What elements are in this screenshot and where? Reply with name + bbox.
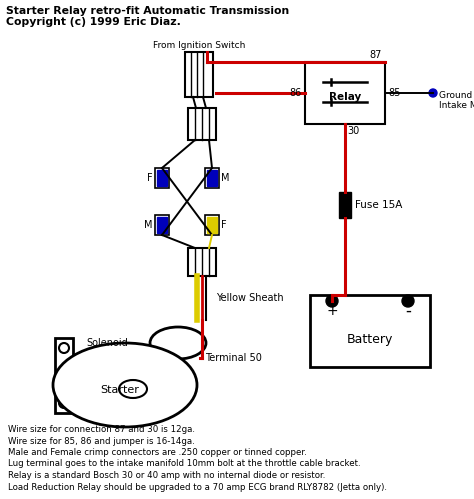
Text: F: F xyxy=(221,220,227,230)
Bar xyxy=(157,217,167,233)
Text: Wire size for 85, 86 and jumper is 16-14ga.: Wire size for 85, 86 and jumper is 16-14… xyxy=(8,437,195,446)
Text: Relay: Relay xyxy=(329,92,361,102)
Text: From Ignition Switch: From Ignition Switch xyxy=(153,41,245,50)
Text: Wire size for connection 87 and 30 is 12ga.: Wire size for connection 87 and 30 is 12… xyxy=(8,425,195,434)
Text: Male and Female crimp connectors are .250 copper or tinned copper.: Male and Female crimp connectors are .25… xyxy=(8,448,307,457)
Circle shape xyxy=(402,295,414,307)
Text: Terminal 50: Terminal 50 xyxy=(205,353,262,363)
Text: Load Reduction Relay should be upgraded to a 70 amp ECG brand RLY8782 (Jetta onl: Load Reduction Relay should be upgraded … xyxy=(8,483,387,492)
Text: Starter Relay retro-fit Automatic Transmission: Starter Relay retro-fit Automatic Transm… xyxy=(6,6,289,16)
Text: 86: 86 xyxy=(290,88,302,98)
Bar xyxy=(188,248,216,276)
Text: 87: 87 xyxy=(370,50,382,60)
Bar xyxy=(205,168,219,188)
Text: Battery: Battery xyxy=(347,332,393,345)
Text: Lug terminal goes to the intake manifold 10mm bolt at the throttle cable bracket: Lug terminal goes to the intake manifold… xyxy=(8,460,361,469)
Text: Solenoid: Solenoid xyxy=(86,338,128,348)
Bar xyxy=(157,170,167,186)
Text: M: M xyxy=(221,173,229,183)
Bar xyxy=(207,170,217,186)
Text: 85: 85 xyxy=(388,88,401,98)
Bar xyxy=(305,62,385,124)
Text: +: + xyxy=(326,304,338,318)
Text: Yellow Sheath: Yellow Sheath xyxy=(216,293,283,303)
Bar xyxy=(55,338,73,413)
Bar xyxy=(155,168,169,188)
Bar xyxy=(188,108,216,140)
Ellipse shape xyxy=(119,380,147,398)
Text: Relay is a standard Bosch 30 or 40 amp with no internal diode or resistor.: Relay is a standard Bosch 30 or 40 amp w… xyxy=(8,471,325,480)
Text: Ground to
Intake Manifold: Ground to Intake Manifold xyxy=(439,91,474,110)
Bar xyxy=(339,192,351,218)
Circle shape xyxy=(326,295,338,307)
Circle shape xyxy=(59,343,69,353)
Text: M: M xyxy=(145,220,153,230)
Bar xyxy=(185,52,213,97)
Ellipse shape xyxy=(53,343,197,427)
Text: -: - xyxy=(405,302,411,320)
Text: Copyright (c) 1999 Eric Diaz.: Copyright (c) 1999 Eric Diaz. xyxy=(6,17,181,27)
Bar xyxy=(155,215,169,235)
Circle shape xyxy=(429,89,437,97)
Bar xyxy=(207,217,217,233)
Text: Fuse 15A: Fuse 15A xyxy=(355,200,402,210)
Bar xyxy=(310,295,430,367)
Text: 30: 30 xyxy=(347,126,359,136)
Ellipse shape xyxy=(150,327,206,359)
Text: F: F xyxy=(147,173,153,183)
Bar xyxy=(205,215,219,235)
Text: Starter: Starter xyxy=(100,385,139,395)
Circle shape xyxy=(59,398,69,408)
